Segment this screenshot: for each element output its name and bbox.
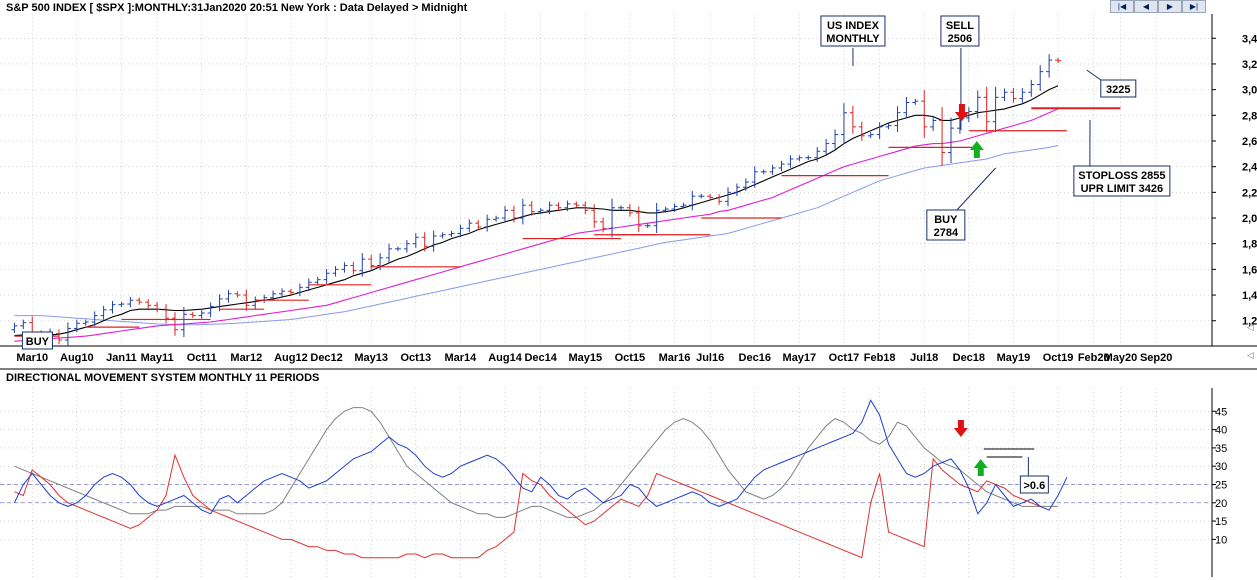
dmi-y-tick-label: 40 <box>1215 425 1227 437</box>
us-index-monthly-annotation-label: MONTHLY <box>826 33 880 45</box>
y-tick-label: 2,800 <box>1242 110 1257 122</box>
dmi-threshold-annotation-label: >0.6 <box>1024 480 1046 492</box>
y-tick-label: 2,200 <box>1242 187 1257 199</box>
dmi-y-tick-label: 25 <box>1215 479 1227 491</box>
y-tick-label: 1,400 <box>1242 290 1257 302</box>
price-callout-label: 3225 <box>1106 84 1130 96</box>
x-tick-label: Oct13 <box>401 352 432 364</box>
stoploss-annotation-label: UPR LIMIT 3426 <box>1081 183 1164 195</box>
chart-nav-buttons: |◀ ◀ ▶ ▶| <box>1110 0 1206 11</box>
x-tick-label: Oct17 <box>829 352 860 364</box>
x-tick-label: Mar16 <box>659 352 691 364</box>
y-tick-label: 2,400 <box>1242 162 1257 174</box>
dmi-y-tick-label: 20 <box>1215 498 1227 510</box>
x-tick-label: May19 <box>997 352 1031 364</box>
x-tick-label: May17 <box>783 352 817 364</box>
buy-annotation-2010-label: BUY <box>26 336 50 348</box>
nav-first-button[interactable]: |◀ <box>1110 0 1134 13</box>
y-tick-label: 3,000 <box>1242 85 1257 97</box>
x-tick-label: Sep20 <box>1140 352 1172 364</box>
y-tick-label: 2,600 <box>1242 136 1257 148</box>
x-tick-label: May13 <box>354 352 388 364</box>
sell-annotation-label: SELL <box>946 20 974 32</box>
x-tick-label: Jul16 <box>696 352 724 364</box>
stoploss-annotation-label: STOPLOSS 2855 <box>1078 170 1165 182</box>
x-tick-label: Oct19 <box>1043 352 1074 364</box>
y-tick-label: 1,800 <box>1242 239 1257 251</box>
x-tick-label: Dec12 <box>310 352 342 364</box>
dmi-y-tick-label: 45 <box>1215 406 1227 418</box>
y-tick-label: 2,000 <box>1242 213 1257 225</box>
x-tick-label: Mar10 <box>16 352 48 364</box>
x-tick-label: Dec18 <box>953 352 985 364</box>
x-tick-label: Dec16 <box>739 352 771 364</box>
x-tick-label: Oct11 <box>187 352 217 364</box>
x-tick-label: Dec14 <box>524 352 557 364</box>
sell-annotation-label: 2506 <box>948 33 972 45</box>
us-index-monthly-annotation-label: US INDEX <box>827 20 880 32</box>
nav-next-button[interactable]: ▶ <box>1158 0 1182 13</box>
x-tick-label: May20 <box>1104 352 1138 364</box>
x-tick-label: Feb18 <box>864 352 896 364</box>
dmi-y-tick-label: 10 <box>1215 534 1227 546</box>
x-tick-label: Oct15 <box>615 352 646 364</box>
dmi-y-tick-label: 15 <box>1215 516 1227 528</box>
buy-annotation-2018-label: BUY <box>934 214 958 226</box>
x-tick-label: Mar14 <box>445 352 478 364</box>
x-tick-label: Aug14 <box>488 352 523 364</box>
x-tick-label: Jul18 <box>910 352 938 364</box>
x-tick-label: May11 <box>141 352 174 364</box>
y-tick-label: 3,200 <box>1242 59 1257 71</box>
x-tick-label: Aug10 <box>60 352 94 364</box>
nav-prev-button[interactable]: ◀ <box>1134 0 1158 13</box>
x-tick-label: Mar12 <box>230 352 262 364</box>
chart-title: S&P 500 INDEX [ $SPX ]:MONTHLY:31Jan2020… <box>6 2 467 14</box>
dmi-y-tick-label: 35 <box>1215 443 1227 455</box>
lower-panel-title: DIRECTIONAL MOVEMENT SYSTEM MONTHLY 11 P… <box>6 372 319 384</box>
x-tick-label: Jan11 <box>106 352 137 364</box>
x-tick-label: Aug12 <box>274 352 308 364</box>
y-tick-label: 1,600 <box>1242 264 1257 276</box>
scroll-right-icon[interactable]: ◁ <box>1247 350 1254 361</box>
scroll-left-icon[interactable]: ◁ <box>1247 322 1254 333</box>
y-tick-label: 3,400 <box>1242 33 1257 45</box>
dmi-y-tick-label: 30 <box>1215 461 1227 473</box>
buy-annotation-2018-label: 2784 <box>934 227 959 239</box>
nav-last-button[interactable]: ▶| <box>1182 0 1206 13</box>
x-tick-label: May15 <box>568 352 602 364</box>
